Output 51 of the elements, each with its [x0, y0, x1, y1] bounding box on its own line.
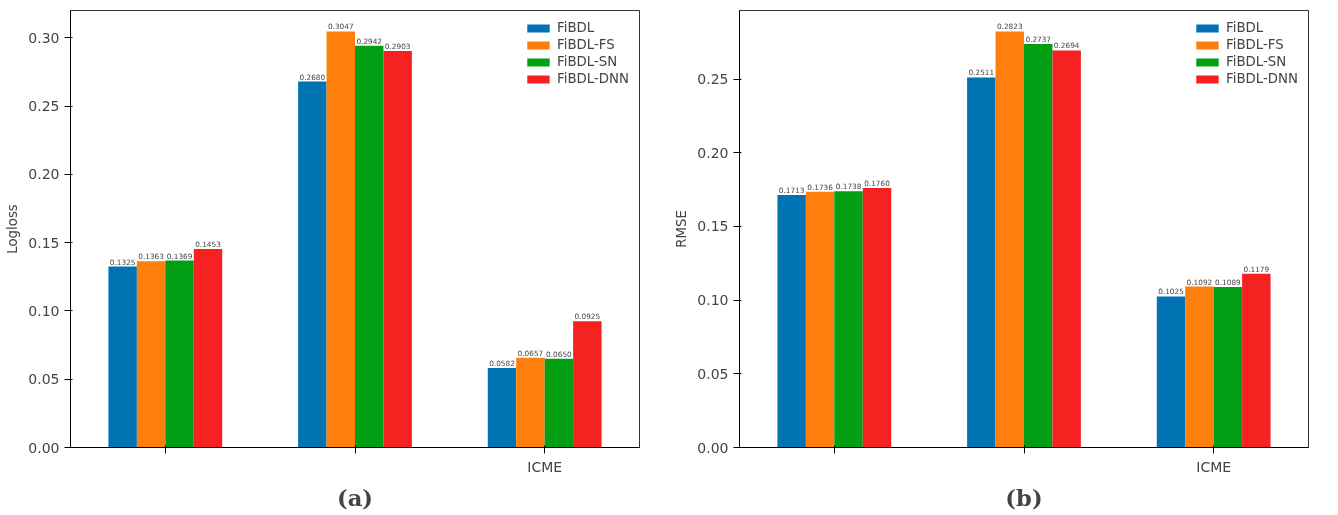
y-tick-label: 0.30 [28, 29, 60, 46]
bar [326, 31, 355, 448]
y-tick-label: 0.00 [697, 439, 729, 456]
bar [1213, 287, 1243, 448]
bar [1052, 50, 1081, 448]
bar [136, 261, 166, 448]
bar [995, 31, 1024, 448]
y-tick-label: 0.10 [28, 302, 60, 319]
bar [516, 357, 545, 448]
bar [1242, 273, 1271, 448]
bar [108, 266, 137, 448]
bar [967, 77, 996, 448]
legend-label: FiBDL-DNN [1225, 71, 1298, 86]
legend-label: FiBDL [1225, 20, 1264, 35]
y-axis-title: Logloss [5, 204, 21, 254]
legend-label: FiBDL-SN [1225, 54, 1287, 69]
bar [1156, 296, 1186, 448]
bar [487, 368, 517, 448]
y-tick-label: 0.05 [28, 371, 60, 388]
bar [193, 249, 223, 448]
x-tick-label: ICME [1196, 458, 1232, 475]
x-tick-label: ICME [527, 458, 563, 475]
bar [383, 51, 412, 448]
legend-label: FiBDL-FS [1225, 37, 1284, 52]
legend-label: FiBDL [556, 20, 595, 35]
y-tick-label: 0.15 [697, 218, 729, 235]
bar [165, 260, 194, 448]
y-tick-label: 0.20 [697, 144, 729, 161]
text: (b) [1005, 484, 1043, 511]
bar [298, 81, 327, 448]
y-tick-label: 0.00 [28, 439, 60, 456]
text: (a) [336, 484, 374, 511]
y-tick-label: 0.15 [28, 234, 60, 251]
y-tick-label: 0.25 [697, 71, 729, 88]
y-tick-label: 0.25 [28, 98, 60, 115]
bar [573, 321, 602, 448]
y-tick-label: 0.10 [697, 292, 729, 309]
y-tick-label: 0.20 [28, 166, 60, 183]
legend-label: FiBDL-DNN [556, 71, 629, 86]
bar [805, 191, 835, 448]
bar [355, 45, 384, 448]
legend-label: FiBDL-SN [556, 54, 618, 69]
bar [1024, 44, 1053, 448]
bar [862, 188, 892, 448]
y-axis-title: RMSE [674, 210, 690, 248]
bar [834, 191, 863, 448]
y-tick-label: 0.05 [697, 365, 729, 382]
legend-label: FiBDL-FS [556, 37, 615, 52]
bar [544, 358, 574, 448]
bar [777, 195, 806, 448]
bar [1185, 286, 1214, 448]
